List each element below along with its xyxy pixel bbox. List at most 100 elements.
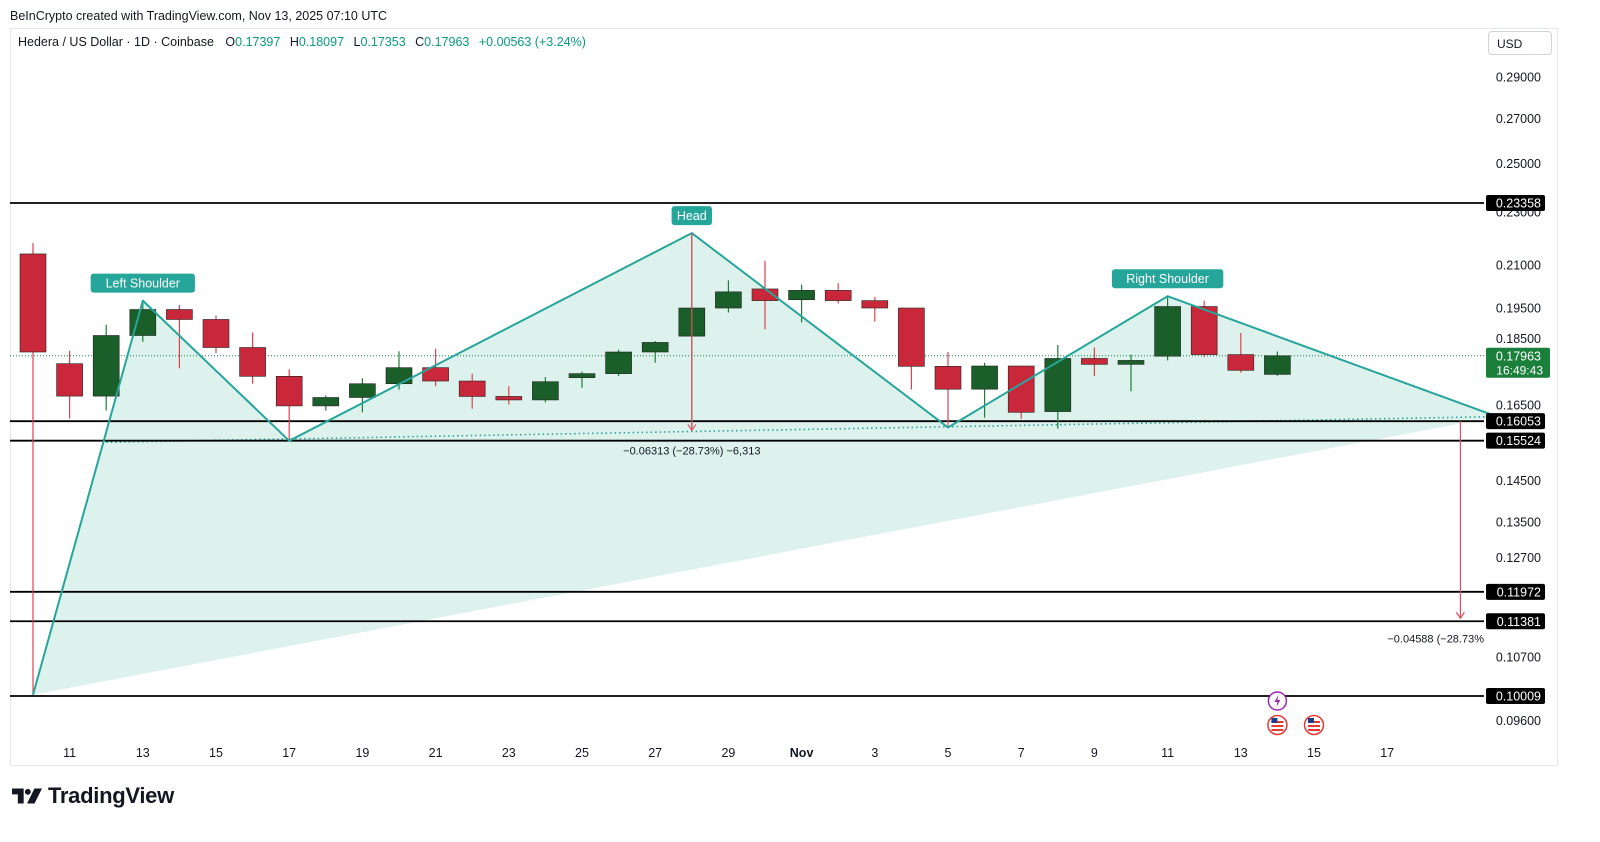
- flag-canton: [1271, 718, 1278, 723]
- last-price-tag: [1486, 347, 1550, 378]
- flag-canton: [1308, 718, 1314, 723]
- candle-body: [349, 383, 376, 398]
- candle-body: [458, 380, 486, 397]
- chart-credit: BeInCrypto created with TradingView.com,…: [10, 9, 388, 23]
- low-label: L: [353, 35, 361, 49]
- candle-body: [971, 365, 998, 390]
- candle-body: [92, 335, 120, 397]
- pattern-fill: [33, 233, 1497, 695]
- y-axis-tick-label: 0.27000: [1496, 112, 1541, 126]
- level-price-label: 0.11972: [1497, 585, 1541, 599]
- x-axis-tick-label: 27: [648, 746, 662, 760]
- last-price-label: 0.17963: [1496, 349, 1541, 363]
- x-axis-tick-label: Nov: [790, 746, 814, 760]
- low-value: 0.17353: [360, 35, 406, 49]
- level-price-label: 0.10009: [1496, 690, 1541, 704]
- candle-body: [495, 396, 523, 401]
- close-value: 0.17963: [424, 35, 470, 49]
- level-price-tag: [1486, 613, 1545, 630]
- tradingview-logo: TradingView: [12, 783, 174, 809]
- y-axis-tick-label: 0.14500: [1496, 474, 1541, 488]
- y-axis-tick-label: 0.25000: [1496, 157, 1541, 171]
- x-axis-tick-label: 15: [209, 746, 223, 760]
- level-price-label: 0.16053: [1496, 415, 1541, 429]
- candle-body: [422, 367, 449, 382]
- candle-body: [1154, 306, 1181, 357]
- candle-body: [56, 363, 83, 397]
- level-price-tag: [1486, 195, 1545, 211]
- candle-body: [715, 291, 742, 309]
- candle-body: [275, 376, 303, 407]
- candle-body: [166, 309, 193, 320]
- level-price-label: 0.23358: [1496, 197, 1541, 211]
- x-axis-tick-label: 11: [1161, 746, 1174, 760]
- candle-body: [861, 300, 889, 309]
- candle-body: [1081, 358, 1108, 365]
- candle-body: [202, 319, 230, 348]
- x-axis-tick-label: 5: [945, 746, 952, 760]
- x-axis-tick-label: 13: [136, 746, 150, 760]
- candle-body: [898, 307, 925, 367]
- pattern-label-box: [671, 206, 712, 226]
- candle-body: [605, 351, 632, 374]
- candle-body: [1117, 360, 1145, 365]
- level-price-tag: [1486, 688, 1545, 704]
- high-label: H: [289, 35, 299, 49]
- x-axis-tick-label: 13: [1234, 746, 1248, 760]
- x-axis-tick-label: 3: [871, 746, 878, 760]
- y-axis-tick-label: 0.16500: [1496, 399, 1541, 413]
- candle-body: [532, 381, 559, 401]
- candle-body: [788, 290, 815, 301]
- bar-countdown-label: 16:49:43: [1496, 363, 1543, 377]
- x-axis-tick-label: 21: [429, 746, 443, 760]
- level-price-label: 0.15524: [1496, 434, 1541, 448]
- measure-label: −0.04588 (−28.73%: [1387, 633, 1484, 645]
- currency-button[interactable]: USD: [1488, 31, 1552, 55]
- tradingview-wordmark: TradingView: [48, 783, 174, 808]
- y-axis-tick-label: 0.19500: [1496, 302, 1541, 316]
- measure-label: −0.06313 (−28.73%) −6,313: [623, 445, 760, 457]
- lightning-glyph: [1274, 695, 1281, 707]
- candle-body: [1227, 354, 1255, 371]
- flag-stripe: [1308, 729, 1320, 731]
- pattern-label: Right Shoulder: [1126, 272, 1209, 286]
- pattern-label-box: [90, 273, 195, 293]
- x-axis-tick-label: 17: [282, 746, 296, 760]
- measure-arrowhead: [687, 424, 697, 432]
- x-axis-tick-label: 19: [355, 746, 369, 760]
- y-axis-tick-label: 0.21000: [1496, 258, 1541, 272]
- x-axis-tick-label: 7: [1018, 746, 1025, 760]
- candle-body: [239, 347, 266, 377]
- flag-stripe: [1271, 729, 1284, 731]
- flag-stripe: [1271, 725, 1284, 727]
- level-price-tag: [1486, 432, 1545, 449]
- candle-body: [934, 366, 962, 390]
- pattern-label-box: [1111, 269, 1224, 289]
- open-label: O: [225, 35, 236, 49]
- y-axis-tick-label: 0.10700: [1496, 651, 1541, 665]
- candle-body: [312, 397, 340, 407]
- x-axis-tick-label: 11: [63, 746, 76, 760]
- symbol-legend: Hedera / US Dollar · 1D · Coinbase O0.17…: [18, 35, 592, 49]
- candle-body: [824, 290, 852, 301]
- candle-body: [1264, 355, 1291, 375]
- candle-body: [19, 253, 47, 353]
- y-axis-tick-label: 0.12700: [1496, 551, 1541, 565]
- x-axis-tick-label: 17: [1380, 746, 1394, 760]
- level-price-label: 0.11381: [1497, 615, 1541, 629]
- change-value: +0.00563 (+3.24%): [478, 35, 586, 49]
- candle-body: [568, 373, 596, 378]
- y-axis-tick-label: 0.09600: [1496, 714, 1541, 728]
- candle-body: [385, 367, 413, 385]
- symbol-name: Hedera / US Dollar · 1D · Coinbase: [18, 35, 214, 49]
- open-value: 0.17397: [235, 35, 281, 49]
- y-axis-tick-label: 0.13500: [1496, 515, 1541, 529]
- level-price-tag: [1486, 583, 1545, 600]
- x-axis-tick-label: 29: [721, 746, 735, 760]
- close-label: C: [415, 35, 425, 49]
- measure-arrowhead: [1455, 611, 1465, 620]
- y-axis-tick-label: 0.29000: [1496, 71, 1541, 85]
- candle-body: [641, 342, 669, 353]
- level-price-tag: [1486, 413, 1545, 430]
